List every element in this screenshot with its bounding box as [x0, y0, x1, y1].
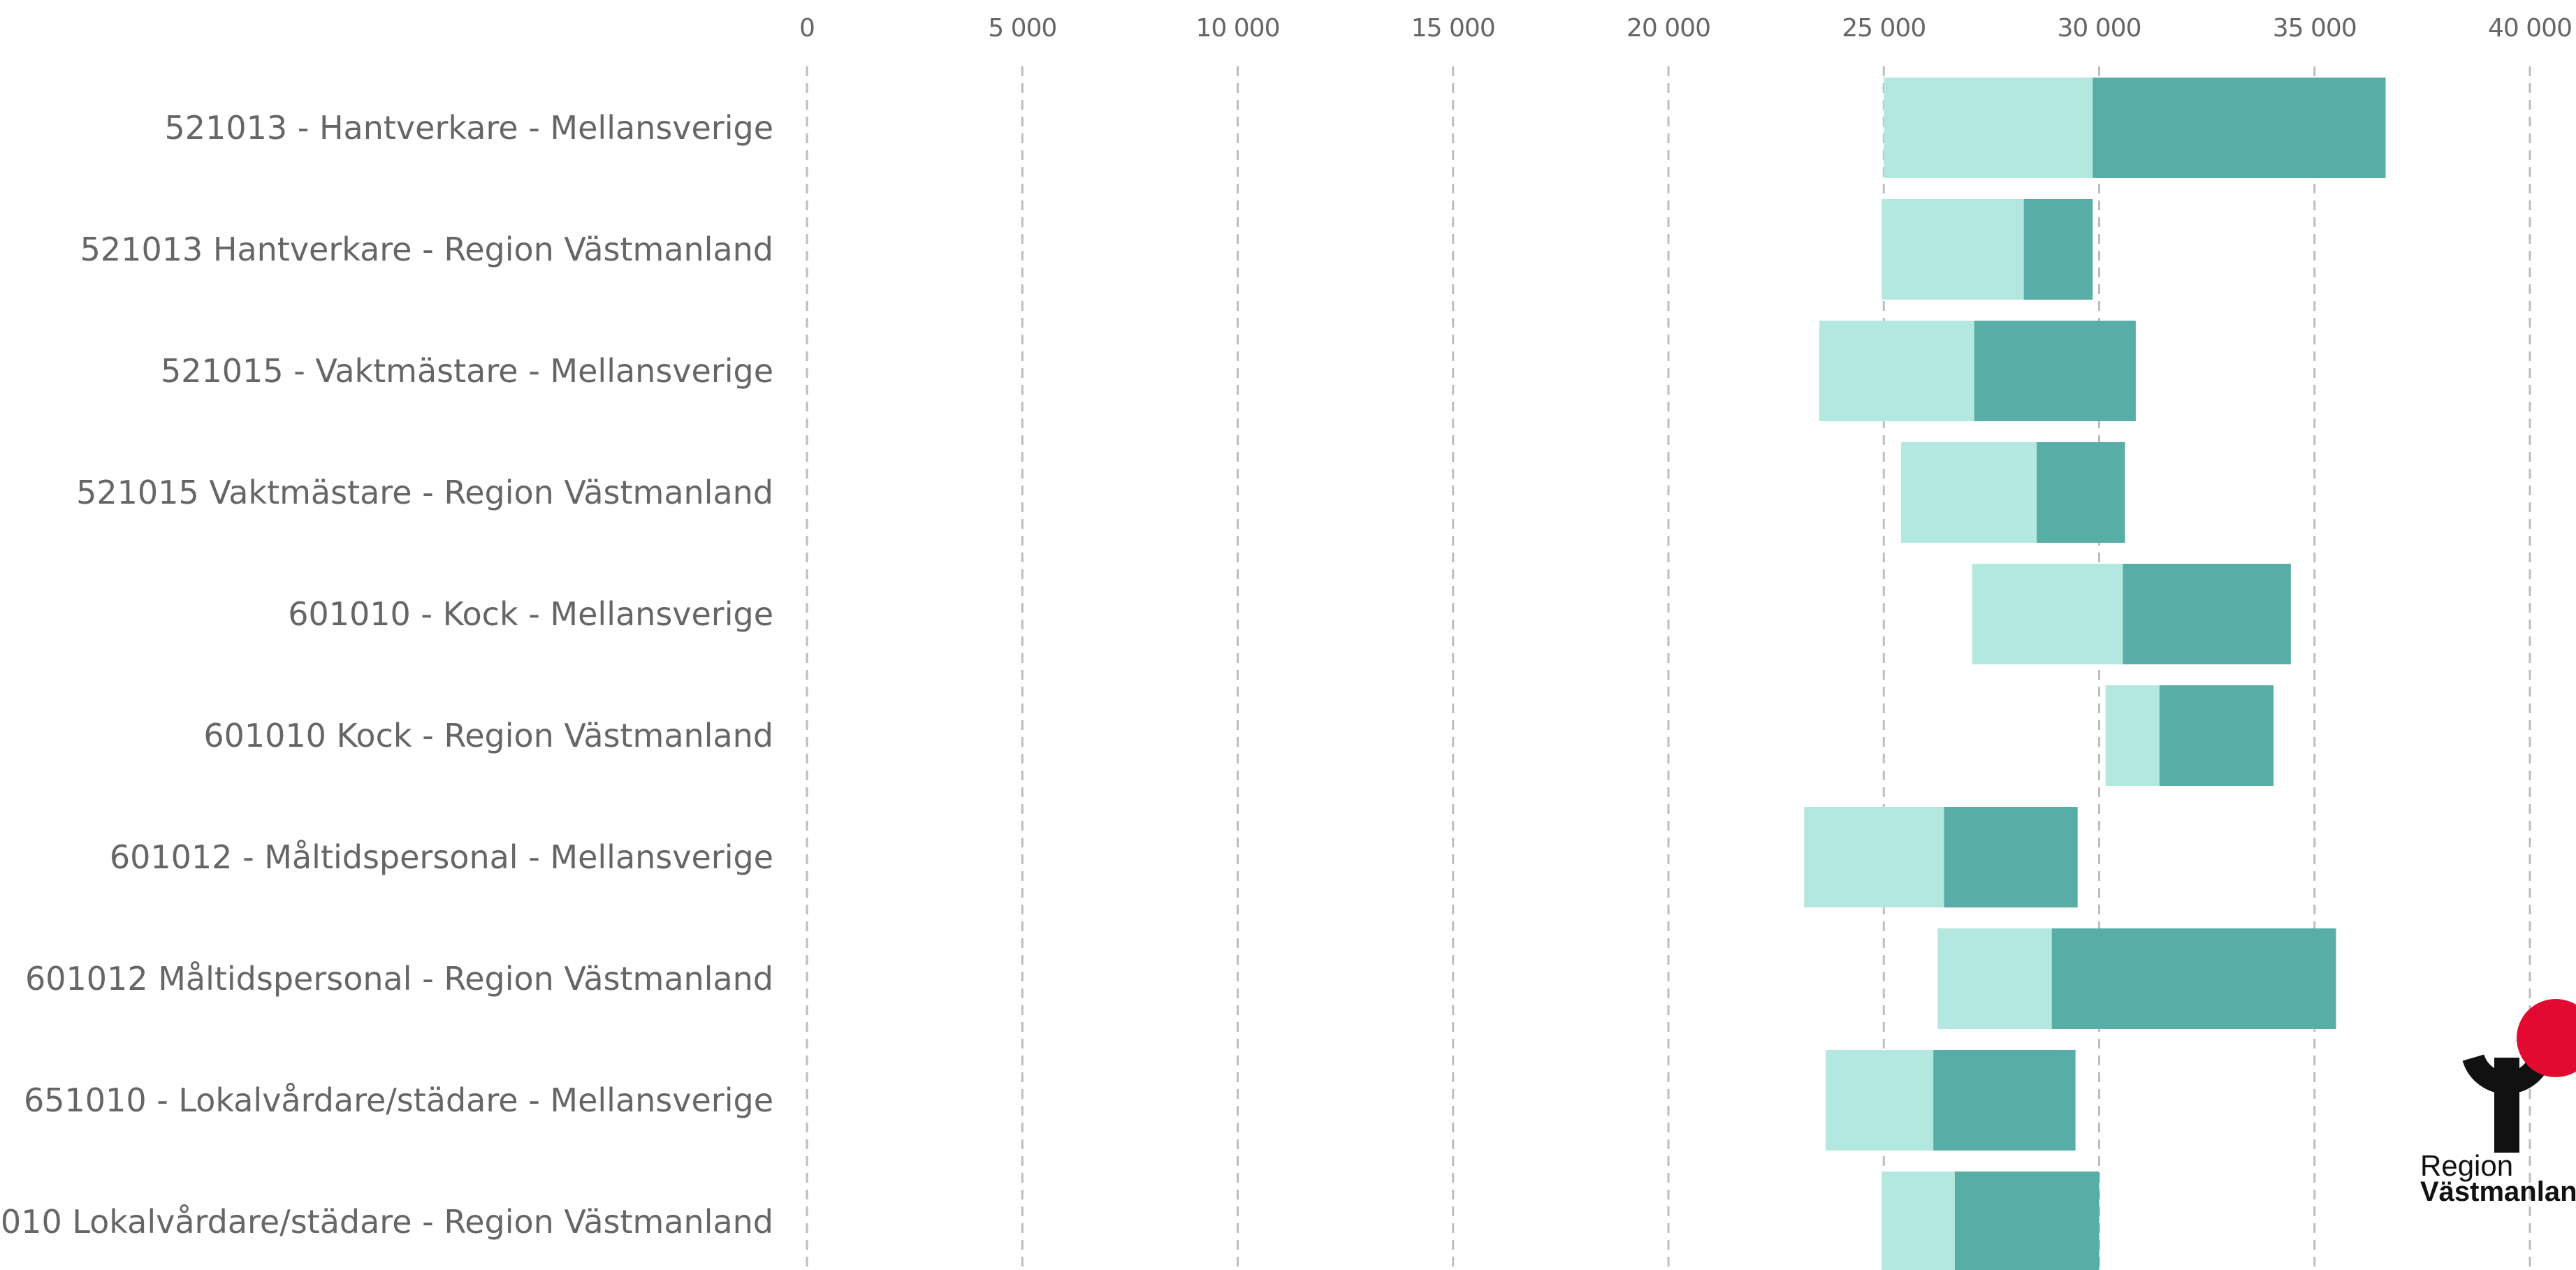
bar-segment-1 — [1937, 928, 2052, 1029]
bar-segment-1 — [1819, 321, 1974, 421]
logo-text-region: Region — [2420, 1149, 2514, 1182]
x-tick-label: 20 000 — [1627, 14, 1710, 43]
category-label: 651010 Lokalvårdare/städare - Region Väs… — [0, 1203, 773, 1241]
bars — [1804, 78, 2386, 1270]
bar-segment-2 — [2093, 78, 2386, 178]
category-label: 521013 Hantverkare - Region Västmanland — [80, 231, 773, 268]
bar-segment-1 — [1972, 564, 2123, 664]
bar-segment-2 — [1954, 1172, 2100, 1270]
bar-segment-2 — [2051, 928, 2336, 1029]
bar-segment-1 — [1884, 78, 2093, 178]
x-tick-label: 0 — [799, 14, 815, 43]
bar-segment-1 — [2105, 685, 2160, 786]
category-label: 601012 Måltidspersonal - Region Västmanl… — [25, 960, 773, 998]
bar-segment-1 — [1900, 442, 2037, 543]
category-label: 651010 - Lokalvårdare/städare - Mellansv… — [24, 1081, 773, 1119]
bar-segment-1 — [1804, 807, 1944, 907]
category-label: 521013 - Hantverkare - Mellansverige — [165, 109, 773, 147]
x-tick-label: 10 000 — [1196, 14, 1280, 43]
x-tick-label: 30 000 — [2058, 14, 2141, 43]
logo-stem — [2494, 1058, 2519, 1155]
bar-segment-2 — [2023, 199, 2093, 300]
category-label: 601010 Kock - Region Västmanland — [203, 717, 773, 754]
x-tick-label: 40 000 — [2488, 14, 2572, 43]
logo-text-vastmanland: Västmanland — [2420, 1176, 2576, 1207]
x-tick-label: 15 000 — [1411, 14, 1495, 43]
category-label: 601010 - Kock - Mellansverige — [288, 595, 773, 633]
bar-segment-2 — [2037, 442, 2125, 543]
logo-dot — [2517, 999, 2576, 1077]
x-tick-label: 5 000 — [988, 14, 1056, 43]
gridlines — [806, 66, 2531, 1270]
bar-segment-1 — [1826, 1050, 1934, 1151]
category-label: 521015 Vaktmästare - Region Västmanland — [76, 474, 773, 511]
category-label: 521015 - Vaktmästare - Mellansverige — [161, 352, 773, 390]
bar-segment-1 — [1882, 199, 2024, 300]
category-label: 601012 - Måltidspersonal - Mellansverige — [110, 838, 773, 876]
x-tick-label: 25 000 — [1842, 14, 1926, 43]
bar-segment-1 — [1882, 1172, 1955, 1270]
bar-segment-2 — [1933, 1050, 2076, 1151]
bar-segment-2 — [1974, 321, 2136, 421]
logo-mark-icon — [2462, 999, 2576, 1155]
bar-segment-2 — [1944, 807, 2078, 907]
category-labels: 521013 - Hantverkare - Mellansverige 5210… — [0, 109, 773, 1241]
region-vastmanland-logo: Region Västmanland — [2403, 999, 2576, 1209]
bar-segment-2 — [2123, 564, 2291, 664]
x-axis-ticks: 0 5 000 10 000 15 000 20 000 25 000 30 000 35 0… — [799, 14, 2573, 43]
bar-segment-2 — [2159, 685, 2274, 786]
x-tick-label: 35 000 — [2273, 14, 2357, 43]
